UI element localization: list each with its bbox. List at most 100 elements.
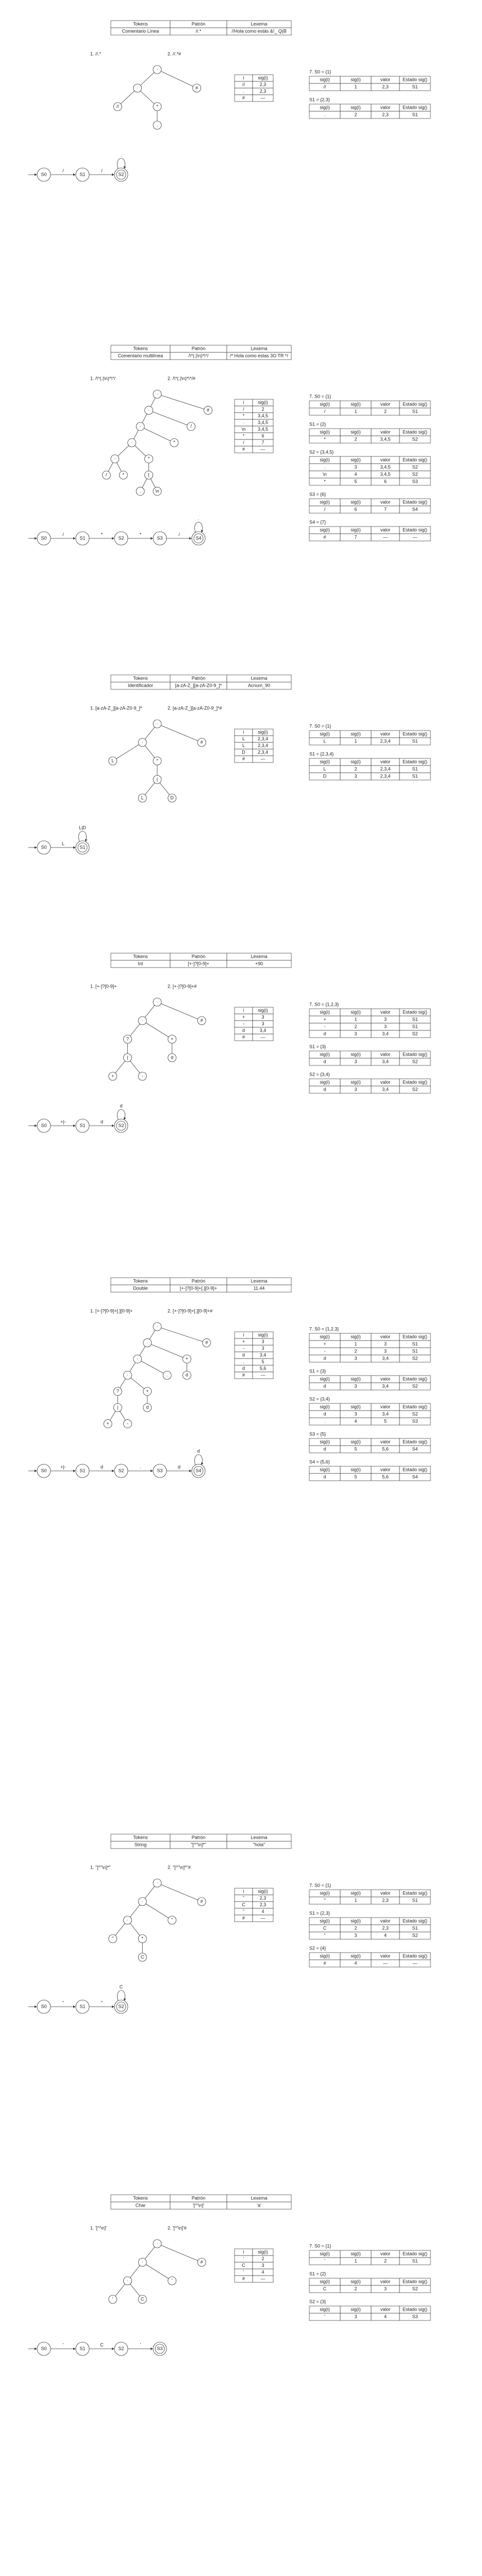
- cell-text: Lexema: [251, 346, 267, 351]
- cell-text: S4: [412, 1474, 418, 1479]
- tree-node: [143, 1403, 152, 1412]
- dfa-state: [37, 1464, 51, 1478]
- table-cell: [399, 1931, 431, 1940]
- cell-text: 2,3: [382, 1897, 389, 1903]
- cell-text: //Hola como estás &!_ Q(B: [231, 28, 287, 33]
- tree-node: [153, 102, 162, 111]
- cell-text: valor: [380, 1439, 391, 1444]
- dfa-state-label: S1: [79, 844, 85, 850]
- dfa-state-label: S2: [118, 2346, 124, 2351]
- dfa-edge-label: d: [101, 1119, 103, 1124]
- cell-text: valor: [380, 1953, 391, 1958]
- cell-text: 4: [261, 1909, 264, 1914]
- tree-edge: [147, 1343, 187, 1360]
- dfa-loop-label: L|D: [79, 825, 86, 830]
- cell-text: valor: [380, 1334, 391, 1339]
- cell-text: 5,6: [260, 1366, 267, 1371]
- cell-text: 2,3,4: [258, 743, 268, 748]
- dfa-state: [114, 2342, 128, 2356]
- cell-text: 5,6: [382, 1446, 389, 1451]
- dfa-state: [75, 1464, 90, 1478]
- tree-node: [197, 2258, 206, 2267]
- cell-text: ': [243, 2269, 244, 2275]
- cell-text: 3: [354, 1411, 357, 1416]
- cell-text: -: [243, 1346, 244, 1351]
- tree-label: L: [141, 795, 144, 800]
- transition-title: 7. S0 = {1}: [309, 723, 331, 728]
- tree-node: [138, 1934, 147, 1943]
- cell-text: C: [242, 1902, 245, 1907]
- tree-node: [110, 454, 120, 464]
- tree-label: //: [117, 104, 120, 109]
- dfa-state-label: S1: [79, 172, 85, 177]
- dfa-edge-label: *: [140, 532, 142, 537]
- tree-label: ": [171, 1917, 173, 1922]
- tree-edge: [137, 69, 158, 89]
- dfa-state-label: S0: [41, 535, 46, 540]
- dfa-state-label: S1: [79, 1123, 85, 1128]
- tree-label: ·: [114, 456, 115, 461]
- cell-text: 6: [354, 506, 357, 512]
- table-cell: [399, 2313, 431, 2321]
- cell-text: "hola": [253, 1842, 265, 1847]
- cell-text: sig(i): [320, 1439, 330, 1444]
- tree-label: -: [142, 1073, 143, 1078]
- cell-text: sig(i): [320, 1334, 330, 1339]
- table-cell: [399, 737, 431, 745]
- cell-text: S2: [412, 1059, 418, 1064]
- cell-text: S2: [412, 2286, 418, 2291]
- cell-text: Lexema: [251, 21, 267, 26]
- table-cell: [399, 533, 431, 541]
- tree-label: d: [186, 1372, 188, 1378]
- cell-text: 3,4,5: [380, 471, 390, 477]
- table-cell: [399, 408, 431, 416]
- cell-text: /: [324, 409, 326, 414]
- tree-node: [202, 1338, 211, 1347]
- tree-label: #: [205, 1340, 208, 1345]
- table-cell: [252, 755, 274, 763]
- dfa-state: [114, 531, 128, 546]
- cell-text: 1: [354, 1897, 357, 1903]
- tree-edge: [157, 1883, 202, 1902]
- cell-text: —: [261, 2276, 265, 2281]
- tree-label: /: [190, 423, 192, 429]
- cell-text: 3: [384, 2286, 387, 2291]
- cell-text: valor: [380, 1404, 391, 1409]
- table-cell: [399, 1959, 431, 1968]
- regex: 2. [a-zA-Z_][a-zA-Z0-9_]*#: [168, 705, 222, 710]
- tree-node: [113, 1403, 122, 1412]
- table-cell: [399, 1896, 431, 1905]
- transition-title: 7. S0 = {1}: [309, 1883, 331, 1888]
- tree-label: ?: [117, 1388, 119, 1394]
- cell-text: Estado sig(): [403, 1890, 427, 1895]
- cell-text: sig(i): [351, 499, 361, 504]
- cell-text: \n: [323, 471, 327, 477]
- cell-text: 1: [354, 1016, 357, 1022]
- cell-text: S2: [412, 1087, 418, 1092]
- table-cell: [252, 1371, 274, 1379]
- tree-label: .: [167, 1372, 168, 1378]
- cell-text: +: [242, 1014, 245, 1020]
- dfa-state: [37, 2342, 51, 2356]
- cell-text: 3: [261, 1346, 264, 1351]
- cell-text: C: [323, 1925, 327, 1930]
- cell-text: 4: [384, 2314, 387, 2319]
- dfa-accept: [193, 533, 204, 544]
- cell-text: valor: [380, 1052, 391, 1057]
- tree-node: [187, 422, 196, 431]
- transition-title: 7. S0 = {1}: [309, 2243, 331, 2248]
- cell-text: valor: [380, 1079, 391, 1084]
- dfa-loop-label: d: [197, 1448, 200, 1453]
- cell-text: Estado sig(): [403, 1052, 427, 1057]
- cell-text: \n: [242, 427, 246, 432]
- dfa-state-label: S0: [41, 172, 46, 177]
- cell-text: 4: [384, 1933, 387, 1938]
- cell-text: #: [242, 756, 245, 761]
- table-cell: [399, 435, 431, 444]
- table-cell: [399, 1058, 431, 1066]
- table-cell: [226, 1284, 292, 1293]
- tree-label: C: [141, 1954, 144, 1959]
- cell-text: —: [383, 534, 388, 539]
- cell-text: 'a': [257, 2202, 261, 2208]
- cell-text: sig(i): [320, 1918, 330, 1923]
